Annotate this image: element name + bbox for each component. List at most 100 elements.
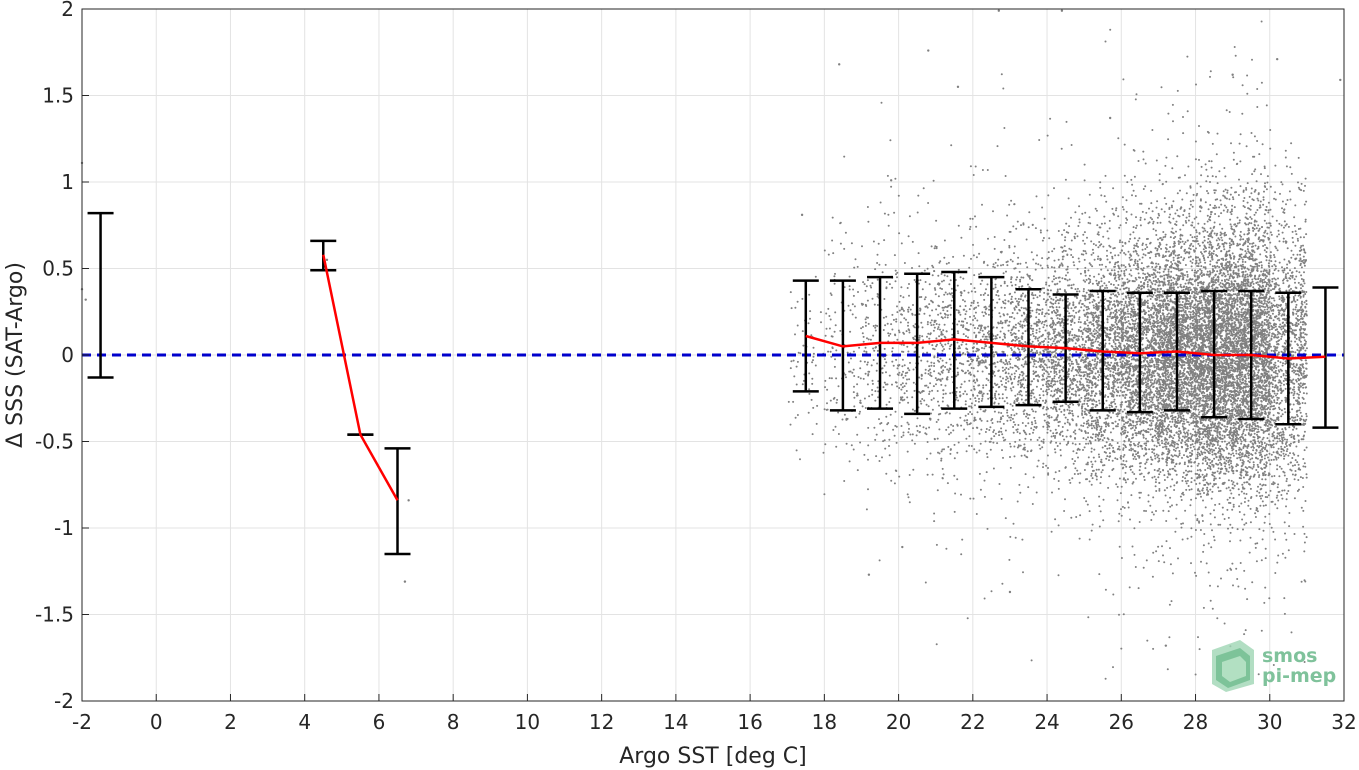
scatter-point xyxy=(1034,294,1037,297)
scatter-point xyxy=(1118,448,1121,451)
scatter-point xyxy=(1099,285,1102,288)
scatter-point xyxy=(1072,377,1075,380)
scatter-point xyxy=(876,253,879,256)
scatter-point xyxy=(1099,333,1102,336)
scatter-point xyxy=(1009,442,1011,445)
scatter-point xyxy=(1072,345,1075,348)
scatter-point xyxy=(1117,408,1119,411)
scatter-point xyxy=(1046,229,1049,232)
scatter-point xyxy=(1090,472,1093,475)
scatter-point xyxy=(996,145,999,148)
scatter-point xyxy=(1033,396,1036,399)
scatter-point xyxy=(1109,28,1112,31)
scatter-point xyxy=(925,433,928,436)
scatter-point xyxy=(1011,260,1014,263)
scatter-point xyxy=(992,210,994,213)
scatter-point xyxy=(993,353,996,356)
scatter-point xyxy=(1006,409,1009,412)
scatter-point xyxy=(1013,377,1016,380)
scatter-point xyxy=(1076,469,1079,472)
scatter-point xyxy=(1075,452,1078,455)
scatter-point xyxy=(812,346,815,349)
scatter-point xyxy=(956,330,959,333)
scatter-point xyxy=(1094,372,1097,375)
scatter-point xyxy=(1084,360,1087,363)
scatter-point xyxy=(1071,382,1074,385)
scatter-point xyxy=(834,272,836,275)
scatter-point xyxy=(1065,443,1068,446)
scatter-point xyxy=(1097,370,1099,373)
scatter-point xyxy=(1070,287,1073,289)
scatter-point xyxy=(1087,269,1090,272)
scatter-point xyxy=(1088,216,1091,219)
scatter-point xyxy=(1034,337,1037,340)
scatter-point xyxy=(1046,415,1049,418)
scatter-point xyxy=(965,393,968,396)
scatter-point xyxy=(941,400,944,403)
scatter-point xyxy=(1095,332,1097,335)
scatter-point xyxy=(960,553,963,556)
scatter-point xyxy=(930,364,933,367)
scatter-point xyxy=(1116,287,1119,290)
scatter-point xyxy=(937,274,940,277)
scatter-point xyxy=(1023,356,1026,359)
scatter-point xyxy=(986,331,989,334)
scatter-point xyxy=(965,347,968,350)
scatter-point xyxy=(973,387,976,390)
scatter-point xyxy=(1004,386,1007,389)
scatter-point xyxy=(1021,332,1024,335)
scatter-point xyxy=(1118,477,1121,480)
scatter-point xyxy=(1023,386,1026,389)
scatter-point xyxy=(882,386,885,389)
scatter-point xyxy=(978,472,981,475)
scatter-point xyxy=(1109,329,1112,332)
scatter-point xyxy=(1115,209,1117,212)
scatter-point xyxy=(918,265,921,268)
scatter-point xyxy=(1070,284,1073,287)
scatter-point xyxy=(827,307,830,310)
scatter-point xyxy=(868,395,871,398)
scatter-point xyxy=(965,310,968,313)
scatter-point xyxy=(1142,374,1145,377)
scatter-point xyxy=(1037,320,1040,323)
scatter-point xyxy=(1073,315,1076,318)
scatter-point xyxy=(1010,414,1013,416)
scatter-point xyxy=(1047,467,1049,469)
scatter-point xyxy=(1117,264,1120,267)
scatter-point xyxy=(980,428,983,431)
scatter-point xyxy=(1108,261,1111,264)
scatter-point xyxy=(1017,303,1020,306)
scatter-point xyxy=(1017,367,1020,370)
scatter-point xyxy=(1004,363,1007,366)
scatter-point xyxy=(1112,400,1115,403)
scatter-point xyxy=(1150,400,1152,403)
scatter-point xyxy=(1046,371,1049,374)
scatter-point xyxy=(916,429,919,432)
scatter-point xyxy=(901,365,904,368)
scatter-point xyxy=(1047,251,1050,254)
scatter-point xyxy=(1034,268,1037,271)
scatter-point xyxy=(957,399,960,402)
scatter-point xyxy=(1045,413,1048,416)
scatter-point xyxy=(1058,470,1061,472)
scatter-point xyxy=(1093,363,1096,366)
scatter-point xyxy=(900,425,903,427)
scatter-point xyxy=(1021,358,1024,361)
scatter-point xyxy=(1129,323,1132,326)
scatter-point xyxy=(1099,311,1102,314)
scatter-point xyxy=(1007,300,1010,303)
scatter-point xyxy=(988,308,991,311)
scatter-point xyxy=(929,417,932,420)
scatter-point xyxy=(1025,308,1028,311)
scatter-point xyxy=(1108,404,1111,407)
scatter-point xyxy=(1103,421,1106,424)
scatter-point xyxy=(1050,390,1053,393)
scatter-point xyxy=(1087,419,1090,422)
scatter-point xyxy=(856,392,859,395)
scatter-point xyxy=(1031,330,1034,333)
scatter-point xyxy=(1061,318,1064,321)
scatter-point xyxy=(1084,274,1087,277)
scatter-point xyxy=(935,247,938,250)
scatter-point xyxy=(957,441,960,444)
scatter-point xyxy=(971,217,974,220)
